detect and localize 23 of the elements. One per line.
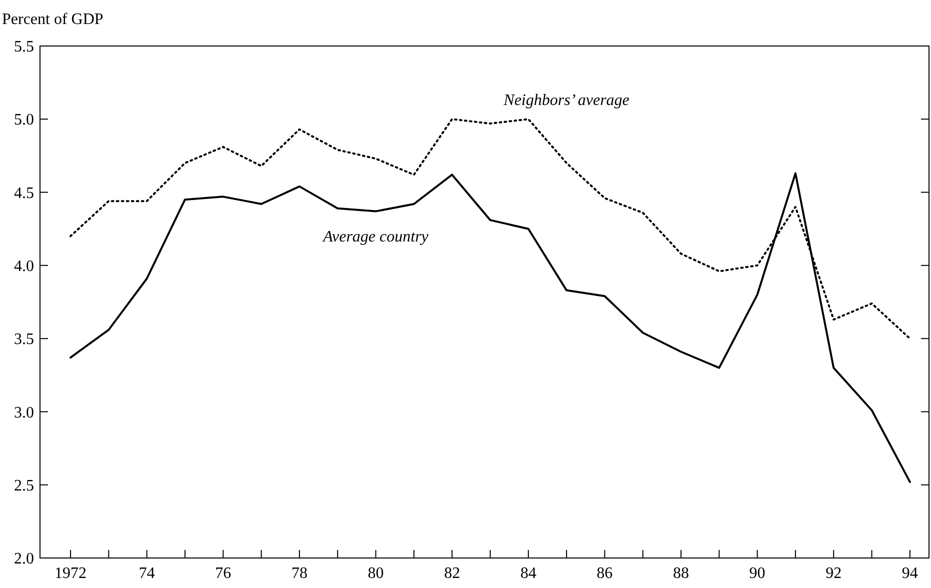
x-tick-label: 74 (138, 565, 155, 582)
y-tick-label: 2.5 (14, 477, 34, 494)
y-tick-label: 5.5 (14, 38, 34, 56)
x-tick-label: 90 (749, 565, 766, 582)
series-label: Neighbors’ average (502, 92, 630, 110)
x-tick-label: 78 (291, 565, 308, 582)
x-tick-label: 84 (520, 565, 536, 582)
y-axis-title: Percent of GDP (2, 11, 104, 28)
series-label: Average country (322, 228, 430, 246)
x-tick-label: 88 (672, 565, 689, 582)
x-tick-label: 86 (596, 565, 613, 582)
x-tick-label: 76 (215, 565, 232, 582)
y-tick-label: 3.5 (14, 331, 34, 348)
y-tick-label: 2.0 (14, 550, 34, 568)
x-tick-label: 82 (444, 565, 460, 582)
y-tick-label: 3.0 (14, 404, 34, 422)
x-tick-label: 80 (368, 565, 384, 582)
y-tick-label: 4.5 (14, 184, 34, 202)
x-tick-label: 1972 (54, 565, 87, 582)
y-tick-label: 5.0 (14, 112, 34, 129)
x-tick-label: 94 (902, 565, 918, 582)
y-tick-label: 4.0 (14, 258, 34, 276)
x-tick-label: 92 (826, 565, 842, 582)
